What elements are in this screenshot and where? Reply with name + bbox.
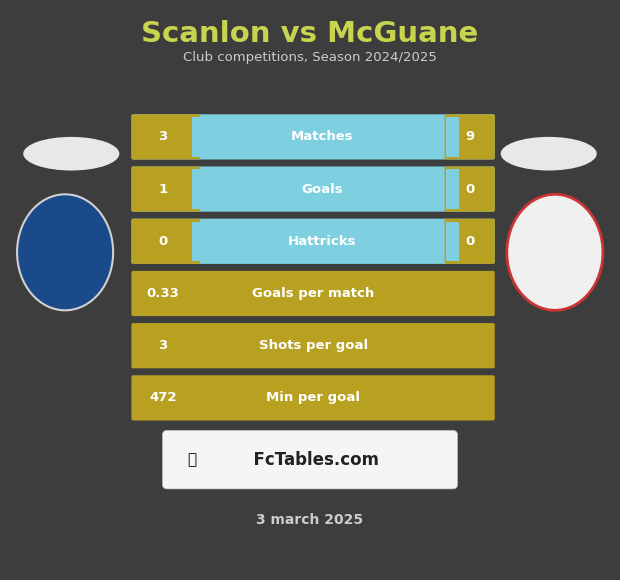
Text: FcTables.com: FcTables.com: [242, 451, 378, 469]
FancyBboxPatch shape: [445, 219, 495, 264]
Text: 0: 0: [158, 235, 167, 248]
FancyBboxPatch shape: [446, 222, 459, 261]
Text: Matches: Matches: [291, 130, 354, 143]
Ellipse shape: [24, 137, 120, 171]
Text: 1: 1: [158, 183, 167, 195]
Text: 📊: 📊: [188, 452, 197, 467]
Ellipse shape: [501, 137, 596, 171]
FancyBboxPatch shape: [131, 219, 495, 264]
FancyBboxPatch shape: [192, 169, 205, 209]
FancyBboxPatch shape: [131, 271, 495, 316]
Text: 0: 0: [465, 235, 474, 248]
FancyBboxPatch shape: [131, 166, 200, 212]
Text: Min per goal: Min per goal: [266, 392, 360, 404]
Text: Goals per match: Goals per match: [252, 287, 374, 300]
FancyBboxPatch shape: [131, 375, 495, 420]
FancyBboxPatch shape: [131, 114, 495, 160]
Text: 3 march 2025: 3 march 2025: [257, 513, 363, 527]
Text: Hattricks: Hattricks: [288, 235, 356, 248]
FancyBboxPatch shape: [131, 166, 495, 212]
Ellipse shape: [17, 194, 113, 310]
FancyBboxPatch shape: [446, 169, 459, 209]
Text: Scanlon vs McGuane: Scanlon vs McGuane: [141, 20, 479, 48]
FancyBboxPatch shape: [192, 117, 205, 157]
FancyBboxPatch shape: [131, 323, 495, 368]
Text: 3: 3: [158, 339, 167, 352]
FancyBboxPatch shape: [445, 166, 495, 212]
Text: 0: 0: [465, 183, 474, 195]
FancyBboxPatch shape: [445, 114, 495, 160]
Text: 0.33: 0.33: [146, 287, 179, 300]
Text: 472: 472: [149, 392, 177, 404]
Text: 3: 3: [158, 130, 167, 143]
FancyBboxPatch shape: [192, 222, 205, 261]
FancyBboxPatch shape: [131, 114, 200, 160]
Text: Club competitions, Season 2024/2025: Club competitions, Season 2024/2025: [183, 51, 437, 64]
Text: Goals: Goals: [301, 183, 343, 195]
FancyBboxPatch shape: [162, 430, 458, 489]
FancyBboxPatch shape: [446, 117, 459, 157]
Text: 9: 9: [465, 130, 474, 143]
FancyBboxPatch shape: [131, 219, 200, 264]
Ellipse shape: [507, 194, 603, 310]
Text: Shots per goal: Shots per goal: [259, 339, 368, 352]
